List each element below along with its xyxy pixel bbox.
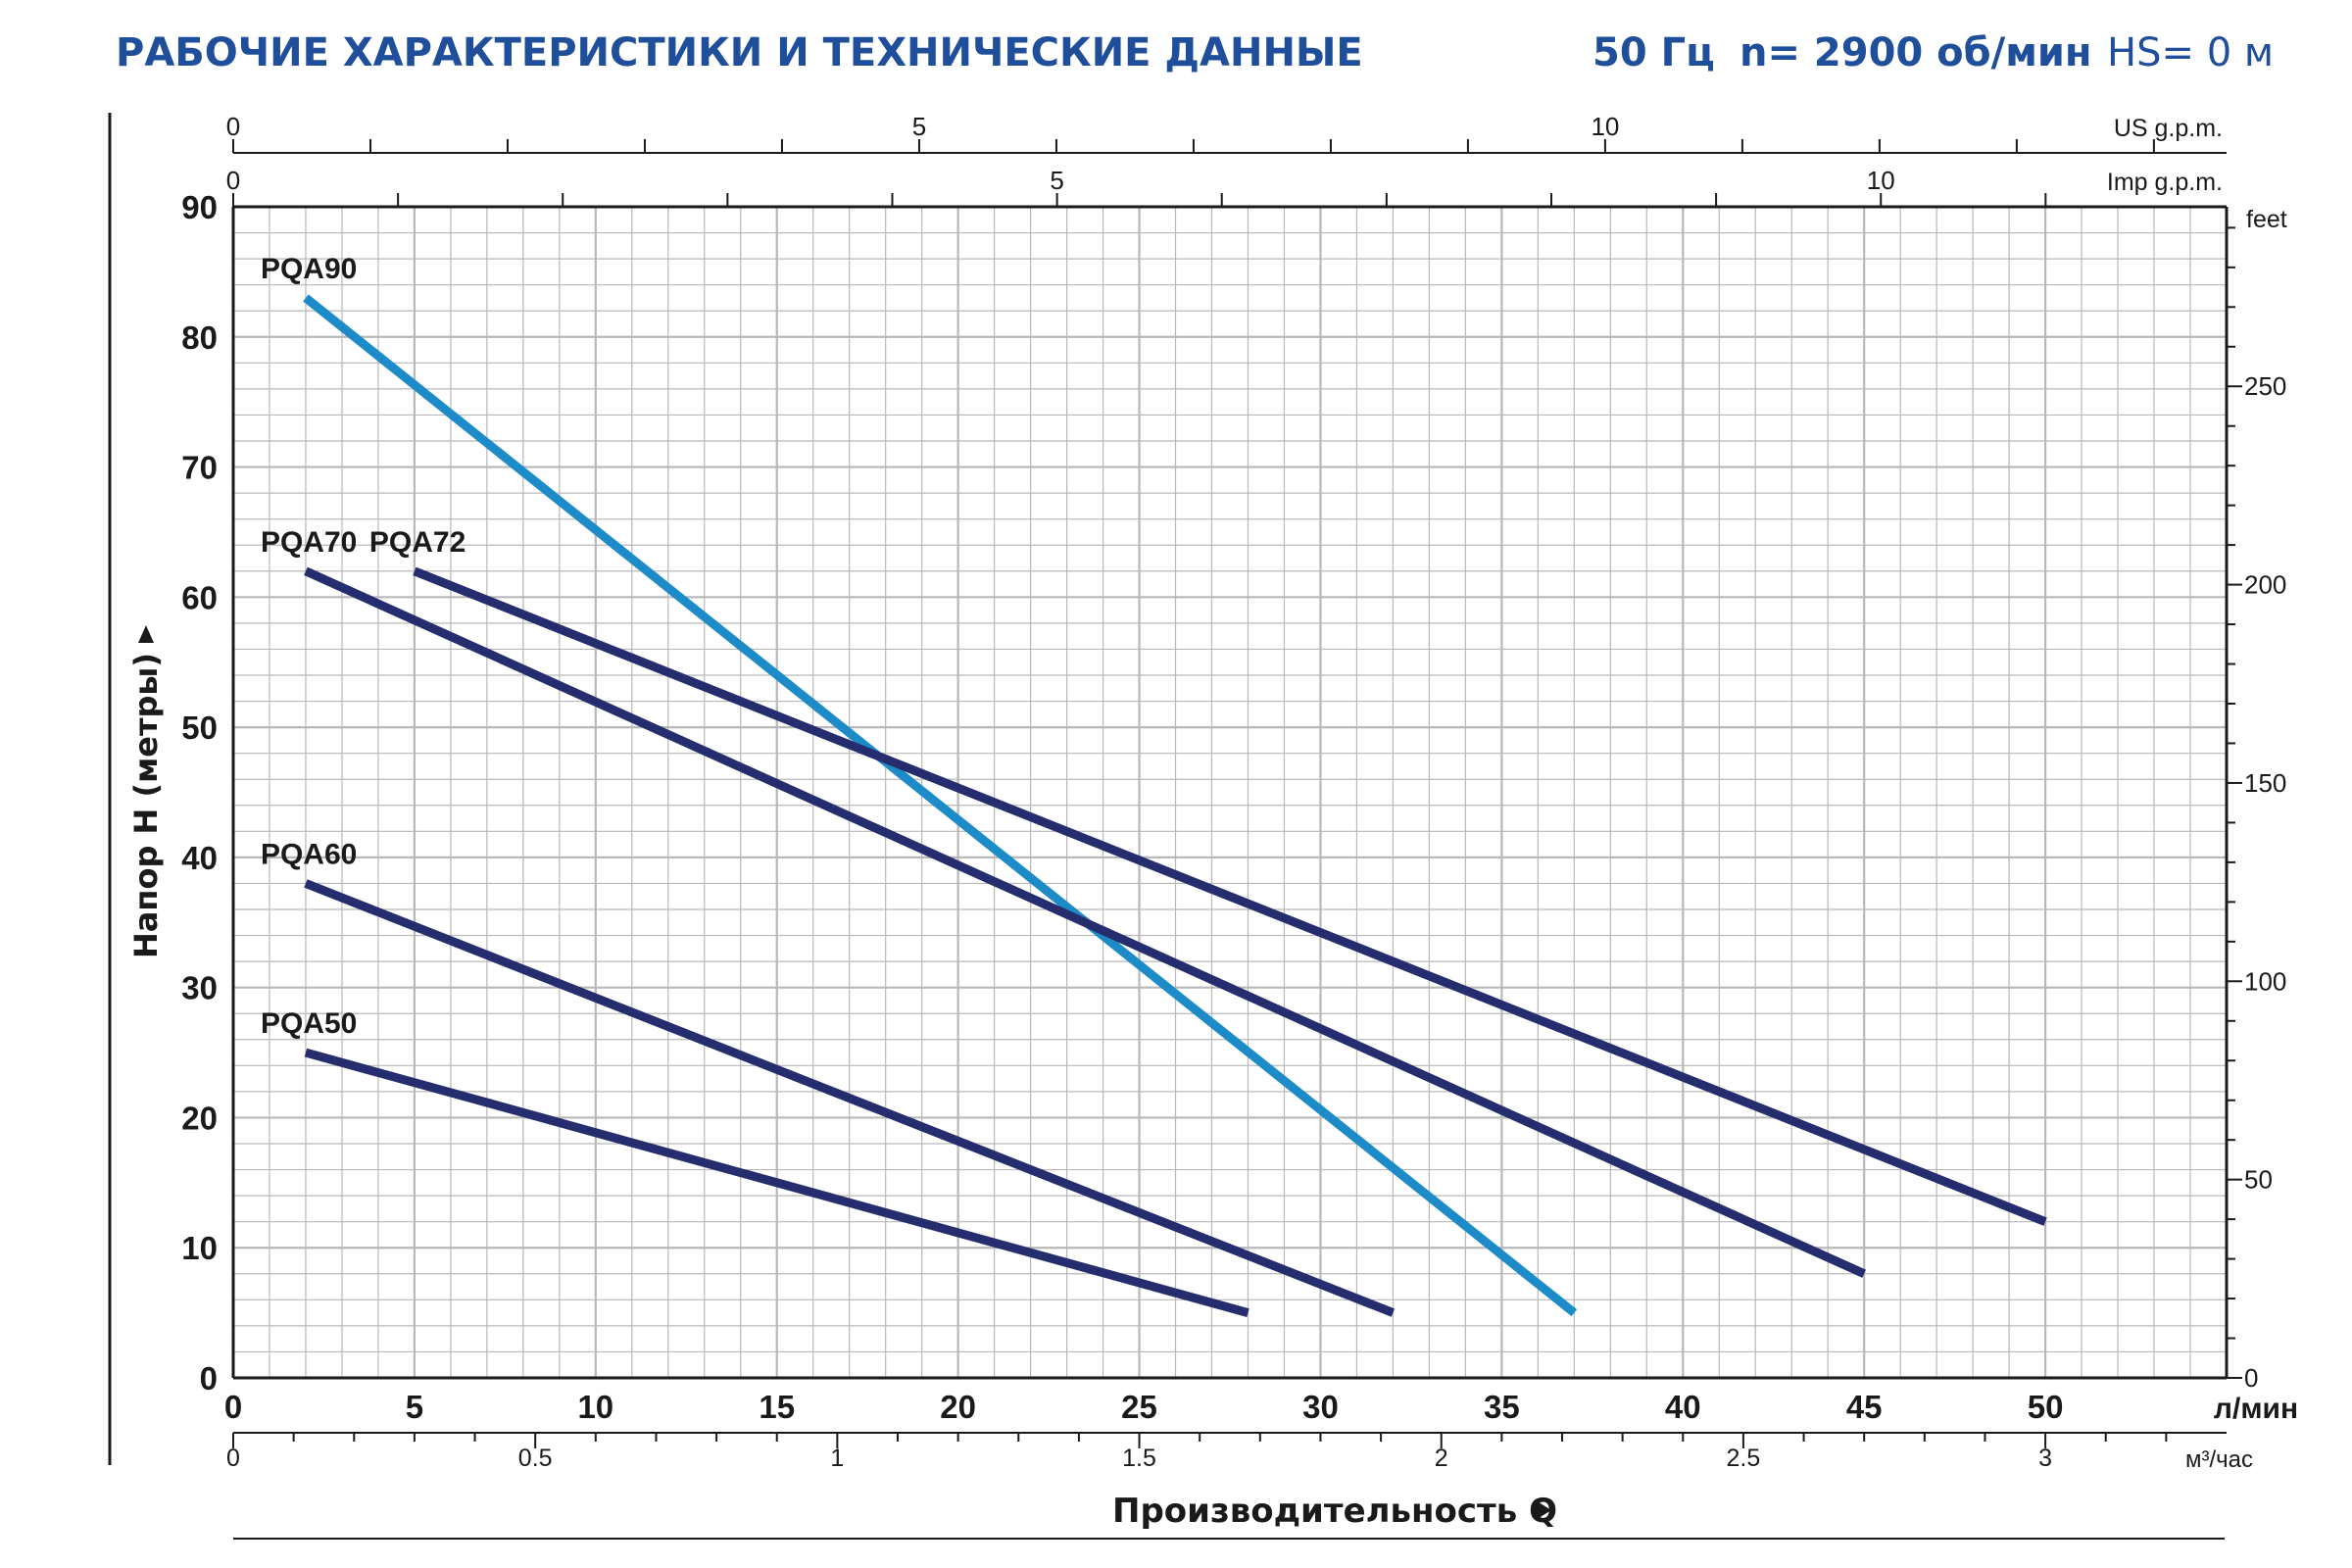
x-tick-label: 15	[759, 1389, 795, 1425]
m3h-tick-label: 2.5	[1727, 1445, 1761, 1472]
y-tick-label: 90	[181, 189, 218, 225]
x-tick-label: 45	[1846, 1389, 1883, 1425]
y-tick-label: 60	[181, 579, 218, 615]
imp-gpm-tick-label: 5	[1050, 166, 1063, 195]
x-tick-label: 0	[224, 1389, 242, 1425]
x-axis-arrow-icon	[1536, 1500, 1551, 1520]
feet-tick-label: 250	[2244, 371, 2286, 401]
series-label-pqa90: PQA90	[261, 253, 357, 285]
y-tick-label: 20	[181, 1100, 218, 1136]
y-axis-arrow-icon	[138, 625, 154, 643]
axes	[231, 139, 2242, 1448]
y-tick-label: 30	[181, 970, 218, 1006]
speed-label: n= 2900 об/мин	[1740, 30, 2092, 75]
y-tick-label: 10	[181, 1230, 218, 1266]
series-group	[303, 294, 2047, 1317]
imp-gpm-unit-label: Imp g.p.m.	[2107, 169, 2223, 196]
page-title: РАБОЧИЕ ХАРАКТЕРИСТИКИ И ТЕХНИЧЕСКИЕ ДАН…	[116, 30, 1363, 75]
m3h-tick-label: 0.5	[518, 1445, 553, 1472]
feet-tick-label: 0	[2244, 1363, 2258, 1393]
us-gpm-tick-label: 0	[226, 112, 240, 141]
series-label-pqa70: PQA70	[261, 526, 357, 559]
feet-tick-label: 100	[2244, 966, 2286, 996]
x-tick-label: 25	[1121, 1389, 1157, 1425]
series-line-pqa50	[304, 1048, 1250, 1317]
us-gpm-unit-label: US g.p.m.	[2114, 115, 2223, 142]
x-tick-label: 10	[577, 1389, 613, 1425]
y-axis-title: Напор H (метры)	[127, 653, 165, 958]
m3h-unit-label: м³/час	[2185, 1446, 2253, 1473]
suction-head-label: HS= 0 м	[2107, 30, 2274, 75]
x-tick-label: 40	[1665, 1389, 1701, 1425]
series-line-pqa72	[413, 566, 2047, 1226]
x-tick-label: 35	[1484, 1389, 1520, 1425]
y-tick-label: 80	[181, 319, 218, 356]
m3h-tick-label: 2	[1435, 1445, 1448, 1472]
us-gpm-tick-label: 5	[912, 112, 926, 141]
m3h-tick-label: 1.5	[1122, 1445, 1156, 1472]
y-tick-label: 40	[181, 840, 218, 876]
frequency-label: 50 Гц	[1592, 30, 1715, 75]
x-axis-title: Производительность Q	[1112, 1492, 1557, 1531]
x-unit-label: л/мин	[2214, 1393, 2298, 1425]
y-tick-label: 0	[200, 1360, 218, 1396]
x-tick-label: 20	[940, 1389, 976, 1425]
y-tick-label: 50	[181, 710, 218, 746]
x-tick-label: 50	[2028, 1389, 2064, 1425]
y-tick-label: 70	[181, 450, 218, 486]
x-tick-label: 30	[1302, 1389, 1339, 1425]
series-label-pqa60: PQA60	[261, 838, 357, 870]
series-line-pqa90	[303, 294, 1578, 1317]
imp-gpm-tick-label: 10	[1867, 166, 1895, 195]
feet-unit-label: feet	[2246, 206, 2287, 233]
series-line-pqa70	[304, 566, 1867, 1278]
m3h-tick-label: 0	[226, 1445, 240, 1472]
m3h-tick-label: 1	[830, 1445, 844, 1472]
m3h-tick-label: 3	[2038, 1445, 2052, 1472]
us-gpm-tick-label: 10	[1591, 112, 1619, 141]
imp-gpm-tick-label: 0	[226, 166, 240, 195]
feet-tick-label: 50	[2244, 1165, 2273, 1195]
series-line-pqa60	[304, 879, 1396, 1317]
series-label-pqa50: PQA50	[261, 1007, 357, 1040]
x-tick-label: 5	[406, 1389, 423, 1425]
series-label-pqa72: PQA72	[369, 526, 466, 559]
feet-tick-label: 150	[2244, 768, 2286, 798]
feet-tick-label: 200	[2244, 570, 2286, 600]
grid	[231, 205, 2229, 1380]
